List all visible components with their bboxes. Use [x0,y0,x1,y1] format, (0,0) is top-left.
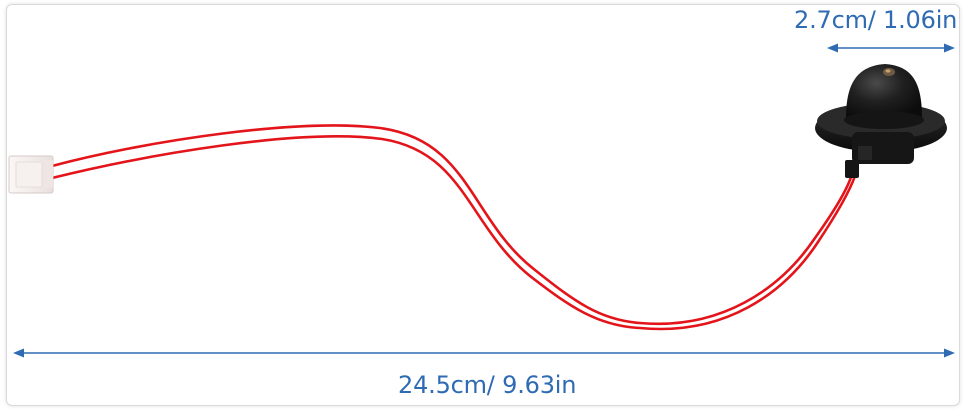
total-length-label: 24.5cm/ 9.63in [398,371,577,399]
sensor-diameter-label: 2.7cm/ 1.06in [794,6,958,34]
double-arrow-icon [827,43,955,53]
red-wire [50,124,857,331]
double-arrow-icon [13,348,955,358]
photo-sensor [815,64,947,178]
wire-connector [8,155,54,194]
image-frame [6,4,960,406]
